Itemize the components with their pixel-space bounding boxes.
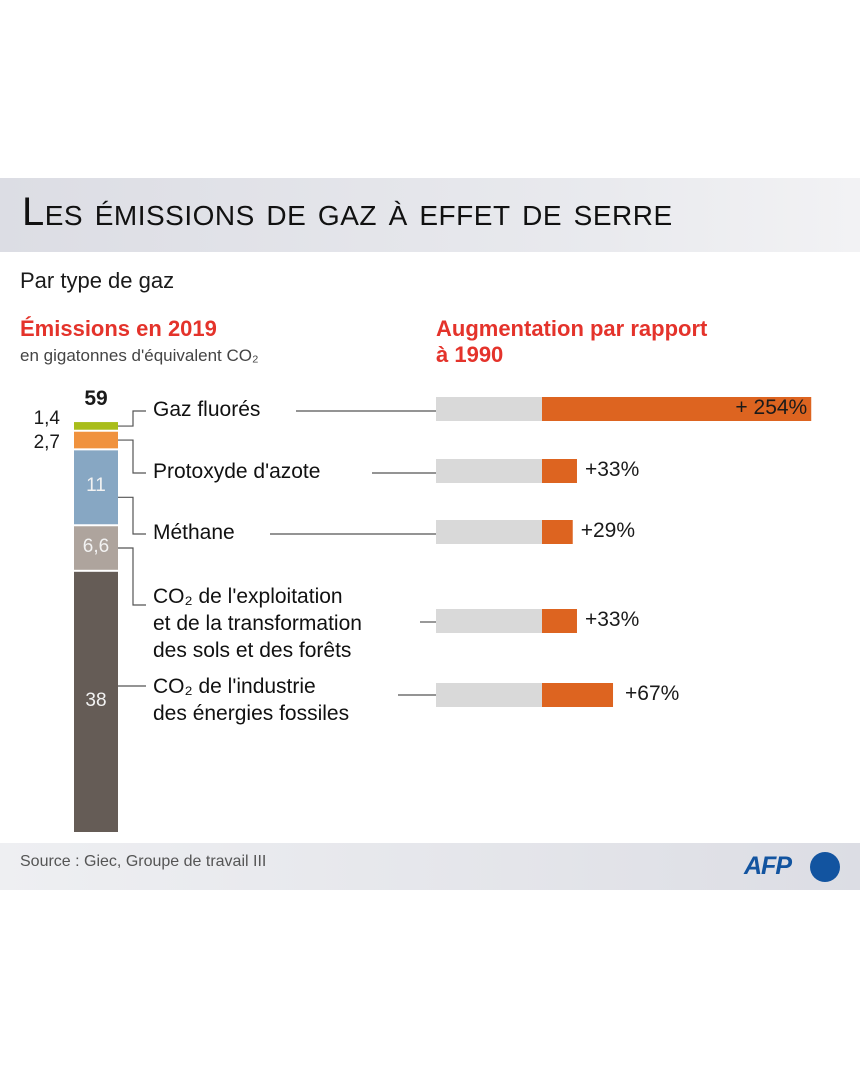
stack-segment <box>74 450 118 525</box>
category-label: CO₂ de l'exploitation <box>153 585 343 608</box>
stack-segment <box>74 571 118 832</box>
connector-line <box>118 496 146 535</box>
category-label: Méthane <box>153 521 235 544</box>
segment-value-label: 38 <box>85 689 107 711</box>
afp-logo-dot <box>810 852 840 882</box>
stack-segment <box>74 422 118 430</box>
increase-value-label: + 254% <box>735 396 808 419</box>
segment-value-label: 11 <box>86 475 106 497</box>
total-label: 59 <box>84 387 108 411</box>
category-label: Protoxyde d'azote <box>153 460 321 483</box>
increase-value-label: +33% <box>584 458 640 481</box>
afp-logo: AFP <box>744 852 792 880</box>
source-text: Source : Giec, Groupe de travail III <box>20 853 267 870</box>
stack-segment <box>74 431 118 449</box>
baseline-bar-1990 <box>436 520 542 544</box>
increase-value-label: +29% <box>580 519 636 542</box>
stack-segment <box>74 526 118 570</box>
right-heading-line1: Augmentation par rapport <box>436 316 708 341</box>
increase-value-label: +33% <box>584 608 640 631</box>
category-label: des énergies fossiles <box>153 702 350 725</box>
segment-value-label: 1,4 <box>33 407 60 429</box>
connector-line <box>118 547 146 606</box>
category-label: CO₂ de l'industrie <box>153 675 316 698</box>
baseline-bar-1990 <box>436 683 542 707</box>
baseline-bar-1990 <box>436 459 542 483</box>
increase-value-label: +67% <box>625 682 680 705</box>
baseline-bar-1990 <box>436 397 542 421</box>
increase-bar <box>542 683 614 707</box>
category-label: et de la transformation <box>153 612 362 635</box>
segment-value-label: 6,6 <box>82 536 110 558</box>
footer-band <box>0 843 860 890</box>
subtitle: Par type de gaz <box>20 268 175 293</box>
increase-bar <box>542 459 577 483</box>
increase-bar <box>542 609 577 633</box>
connector-line <box>118 410 146 427</box>
category-label: des sols et des forêts <box>153 639 352 662</box>
increase-bar <box>542 520 573 544</box>
units-note: en gigatonnes d'équivalent CO₂ <box>20 346 259 365</box>
left-heading: Émissions en 2019 <box>20 316 217 341</box>
title-band <box>0 178 860 252</box>
connector-line <box>118 439 146 474</box>
baseline-bar-1990 <box>436 609 542 633</box>
category-label: Gaz fluorés <box>153 398 261 421</box>
right-heading-line2: à 1990 <box>436 342 504 367</box>
increase-bar <box>542 397 812 421</box>
segment-value-label: 2,7 <box>33 432 60 454</box>
page-title: Les émissions de gaz à effet de serre <box>22 190 673 234</box>
